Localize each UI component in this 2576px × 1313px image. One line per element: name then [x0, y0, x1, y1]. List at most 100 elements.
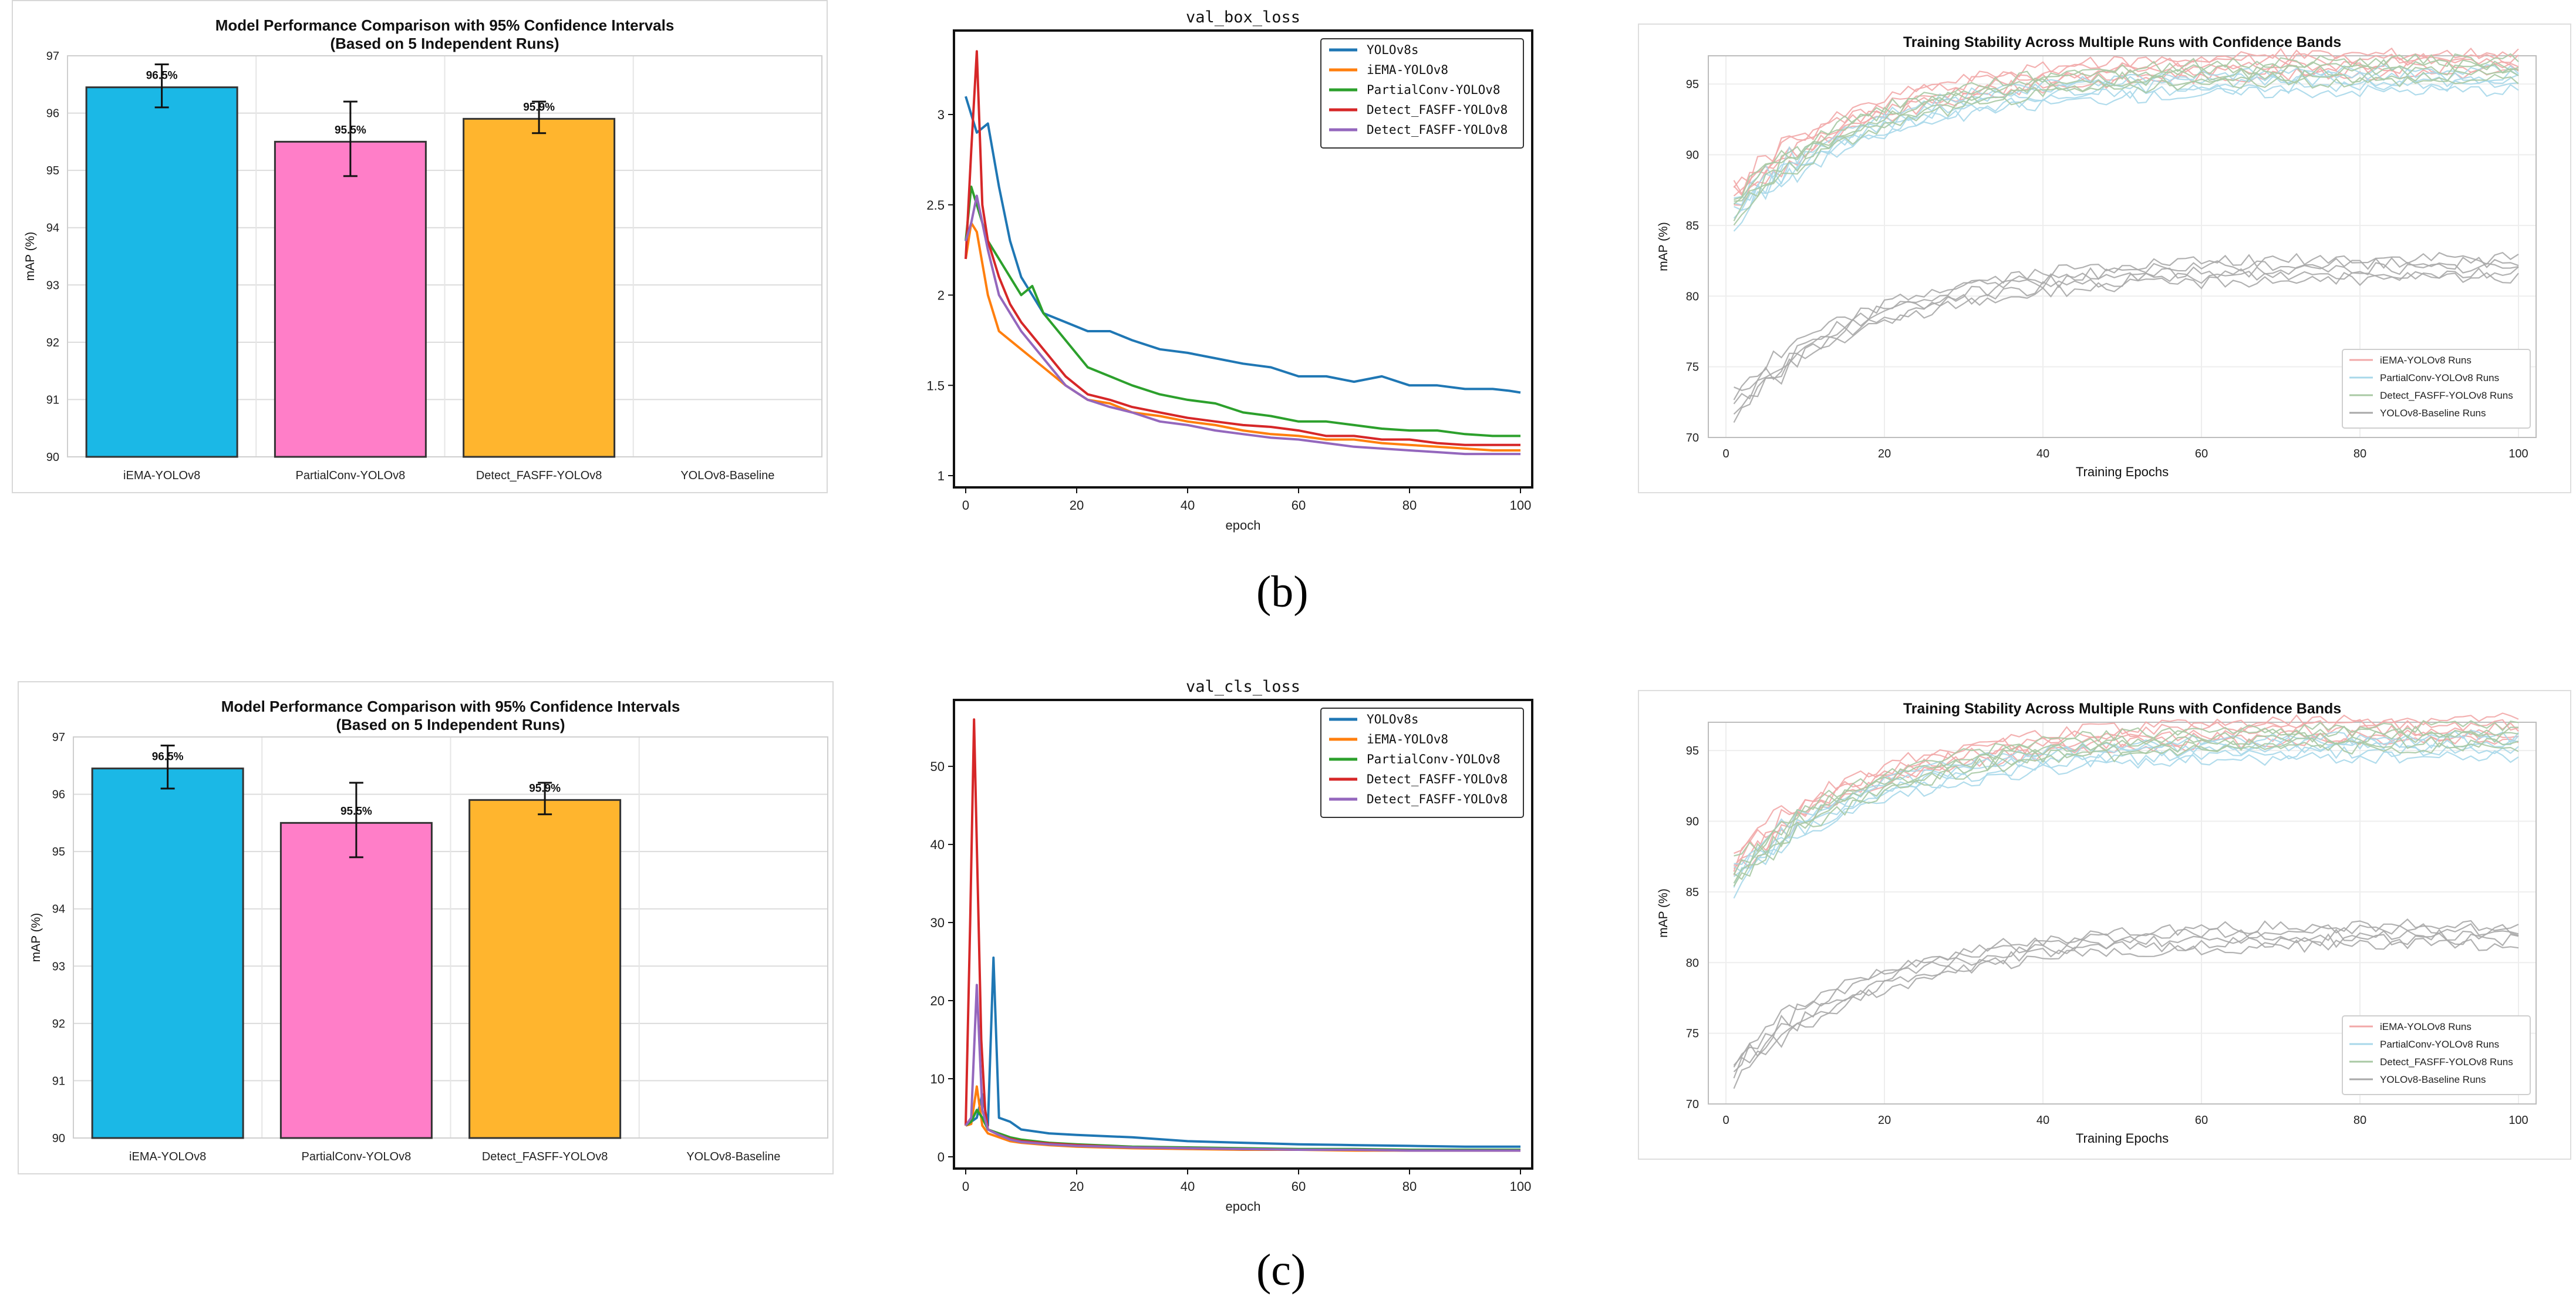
y-tick-label: 95 — [1686, 745, 1699, 758]
legend-label: Detect_FASFF-YOLOv8 — [1367, 792, 1508, 806]
x-tick-label: iEMA-YOLOv8 — [123, 469, 200, 482]
x-tick-label: 80 — [2354, 447, 2366, 460]
y-tick-label: 85 — [1686, 220, 1699, 233]
y-tick-label: 1 — [938, 469, 945, 483]
x-tick-label: 20 — [1070, 1179, 1084, 1194]
legend-label: iEMA-YOLOv8 Runs — [2380, 355, 2472, 366]
run-line — [1733, 56, 2519, 197]
bar — [85, 86, 238, 458]
value-label: 95.5% — [335, 124, 366, 136]
caption-c: (c) — [1256, 1245, 1306, 1295]
value-label: 95.9% — [523, 101, 555, 113]
legend-box — [1320, 708, 1524, 818]
y-tick-label: 2.5 — [926, 198, 945, 213]
legend-label: PartialConv-YOLOv8 — [1367, 752, 1501, 766]
run-line — [1733, 918, 2519, 1066]
run-line — [1733, 937, 2519, 1089]
x-axis-label: epoch — [1226, 518, 1261, 533]
legend-label: iEMA-YOLOv8 — [1367, 63, 1448, 77]
x-tick-label: 40 — [1181, 498, 1195, 513]
x-tick-label: 100 — [2508, 1114, 2528, 1127]
x-tick-label: 20 — [1878, 447, 1891, 460]
legend-label: Detect_FASFF-YOLOv8 Runs — [2380, 1056, 2513, 1068]
caption-b: (b) — [1256, 567, 1309, 617]
run-line — [1733, 52, 2519, 196]
y-tick-label: 96 — [46, 107, 59, 120]
run-line — [1734, 719, 2519, 857]
y-tick-label: 20 — [930, 994, 945, 1008]
series-line — [965, 186, 1520, 437]
x-tick-label: 0 — [1722, 447, 1729, 460]
legend-box — [2342, 349, 2531, 429]
legend-box — [1320, 38, 1524, 149]
legend-label: YOLOv8s — [1367, 712, 1419, 726]
run-line — [1734, 63, 2519, 202]
x-tick-label: PartialConv-YOLOv8 — [296, 469, 406, 482]
y-tick-label: 80 — [1686, 957, 1699, 969]
chart-title: Model Performance Comparison with 95% Co… — [215, 16, 675, 34]
run-line — [1733, 47, 2519, 188]
y-tick-label: 75 — [1686, 1028, 1699, 1041]
run-line — [1733, 734, 2519, 880]
run-line — [1733, 725, 2518, 875]
x-axis-label: Training Epochs — [2076, 1131, 2169, 1146]
y-tick-label: 85 — [1686, 886, 1699, 899]
x-tick-label: 0 — [1722, 1114, 1729, 1127]
x-tick-label: 60 — [1292, 1179, 1306, 1194]
x-tick-label: 40 — [1181, 1179, 1195, 1194]
legend-label: YOLOv8-Baseline Runs — [2380, 1074, 2486, 1085]
chart-subtitle: (Based on 5 Independent Runs) — [330, 35, 559, 52]
y-tick-label: 95 — [46, 164, 59, 177]
value-label: 96.5% — [146, 70, 178, 82]
bar — [468, 799, 622, 1139]
legend-box — [2342, 1015, 2531, 1095]
y-tick-label: 94 — [46, 222, 59, 235]
chart-subtitle: (Based on 5 Independent Runs) — [336, 716, 565, 733]
x-tick-label: 100 — [1510, 498, 1532, 513]
run-line — [1733, 729, 2519, 884]
legend-label: YOLOv8-Baseline Runs — [2380, 408, 2486, 419]
plot-area — [67, 55, 822, 457]
series-line — [965, 984, 1520, 1152]
x-axis-label: epoch — [1226, 1199, 1261, 1214]
y-tick-label: 3 — [938, 107, 945, 122]
bar — [279, 822, 433, 1139]
y-tick-label: 97 — [46, 50, 59, 63]
x-tick-label: PartialConv-YOLOv8 — [302, 1150, 412, 1163]
x-tick-label: 100 — [2508, 447, 2528, 460]
y-tick-label: 70 — [1686, 432, 1699, 445]
legend-label: Detect_FASFF-YOLOv8 Runs — [2380, 390, 2513, 401]
legend-label: Detect_FASFF-YOLOv8 — [1367, 103, 1508, 117]
y-axis-label: mAP (%) — [1657, 222, 1670, 271]
series-line — [965, 50, 1520, 446]
legend-label: PartialConv-YOLOv8 Runs — [2380, 1039, 2499, 1050]
x-tick-label: 40 — [2036, 447, 2049, 460]
legend-label: Detect_FASFF-YOLOv8 — [1367, 123, 1508, 137]
y-tick-label: 93 — [52, 960, 65, 973]
x-tick-label: 60 — [2195, 1114, 2208, 1127]
x-tick-label: YOLOv8-Baseline — [686, 1150, 780, 1163]
y-axis-label: mAP (%) — [1657, 888, 1670, 938]
y-tick-label: 80 — [1686, 290, 1699, 303]
y-tick-label: 50 — [930, 759, 945, 774]
x-tick-label: 60 — [1292, 498, 1306, 513]
run-line — [1733, 266, 2519, 415]
run-line — [1733, 271, 2519, 423]
y-tick-label: 91 — [46, 393, 59, 406]
run-line — [1734, 256, 2519, 391]
run-line — [1734, 53, 2519, 200]
y-tick-label: 91 — [52, 1075, 65, 1088]
run-line — [1733, 262, 2519, 405]
legend-label: PartialConv-YOLOv8 — [1367, 83, 1501, 97]
y-tick-label: 90 — [1686, 816, 1699, 829]
stability-chart-top: Training Stability Across Multiple Runs … — [1638, 23, 2571, 493]
legend-label: iEMA-YOLOv8 Runs — [2380, 1021, 2472, 1032]
legend-label: Detect_FASFF-YOLOv8 — [1367, 772, 1508, 786]
x-tick-label: Detect_FASFF-YOLOv8 — [476, 469, 602, 482]
y-tick-label: 96 — [52, 789, 65, 802]
run-line — [1733, 735, 2519, 877]
x-axis-label: Training Epochs — [2076, 464, 2169, 479]
run-line — [1734, 63, 2519, 206]
run-line — [1733, 251, 2519, 400]
value-label: 95.9% — [529, 782, 561, 794]
